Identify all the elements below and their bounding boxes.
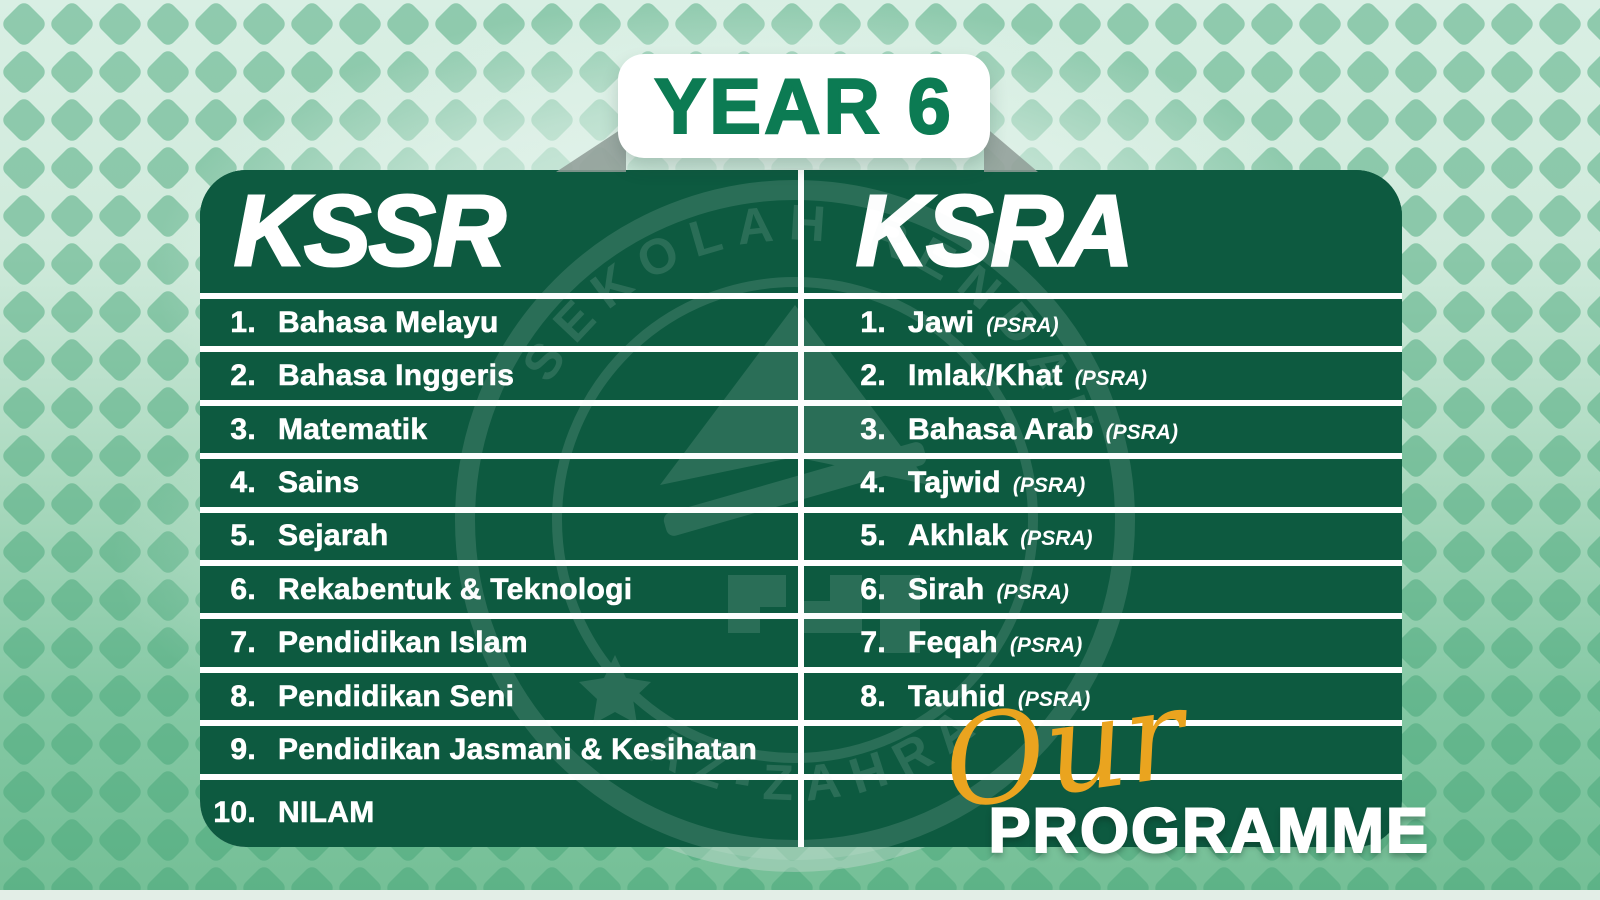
row-number: 3.	[230, 412, 256, 446]
row-label: Feqah	[908, 626, 998, 660]
table-row: 9. Pendidikan Jasmani & Kesihatan	[200, 726, 798, 774]
row-number: 5.	[860, 519, 886, 553]
kssr-rows: 1. Bahasa Melayu 2. Bahasa Inggeris 3. Matema…	[200, 293, 798, 847]
row-label: Bahasa Melayu	[278, 305, 499, 339]
table-row: 7. Feqah (PSRA)	[804, 619, 1402, 667]
year-badge-label: YEAR 6	[653, 61, 954, 151]
table-row: 1. Bahasa Melayu	[200, 299, 798, 347]
table-row: 7. Pendidikan Islam	[200, 619, 798, 667]
table-row: 8. Tauhid (PSRA)	[804, 672, 1402, 721]
row-number: 2.	[230, 359, 256, 393]
row-label: Imlak/Khat	[908, 359, 1063, 393]
row-number: 4.	[860, 465, 886, 500]
row-label: NILAM	[278, 796, 375, 830]
table-row: 3. Matematik	[200, 405, 798, 454]
column-divider	[798, 170, 804, 847]
row-number: 2.	[860, 359, 886, 393]
table-row: 5. Akhlak (PSRA)	[804, 512, 1402, 561]
ksra-rows: 1. Jawi (PSRA) 2. Imlak/Khat (PSRA) 3. Bahasa A…	[804, 293, 1402, 847]
row-number: 3.	[860, 412, 886, 446]
kssr-column: KSSR 1. Bahasa Melayu 2. Bahasa Inggeris 3. M…	[200, 170, 798, 847]
row-tag: (PSRA)	[1020, 527, 1093, 551]
year-badge: YEAR 6	[618, 54, 990, 158]
row-label: Bahasa Arab	[908, 412, 1094, 446]
table-row: 3. Bahasa Arab (PSRA)	[804, 405, 1402, 454]
row-tag: (PSRA)	[996, 580, 1069, 604]
kssr-header: KSSR	[200, 170, 798, 293]
row-number: 10.	[213, 796, 256, 830]
row-tag: (PSRA)	[1017, 687, 1091, 711]
table-row: 10. NILAM	[200, 779, 798, 847]
row-label: Tauhid	[908, 679, 1006, 713]
row-number: 1.	[230, 305, 256, 339]
row-label: Jawi	[908, 305, 975, 339]
table-row: 2. Bahasa Inggeris	[200, 352, 798, 400]
row-label: Tajwid	[908, 465, 1001, 500]
row-number: 5.	[230, 519, 256, 553]
row-label: Pendidikan Seni	[278, 679, 515, 713]
row-label: Sains	[278, 465, 360, 500]
curriculum-panel: KSSR 1. Bahasa Melayu 2. Bahasa Inggeris 3. M…	[200, 170, 1402, 847]
row-number: 8.	[230, 679, 256, 713]
row-tag: (PSRA)	[1012, 473, 1086, 497]
ksra-column: KSRA 1. Jawi (PSRA) 2. Imlak/Khat (PSRA) 3. Bah…	[804, 170, 1402, 847]
row-number: 6.	[860, 572, 886, 606]
row-number: 4.	[230, 465, 256, 500]
ksra-header: KSRA	[804, 170, 1402, 293]
row-label: Matematik	[278, 412, 428, 446]
table-row: 4. Sains	[200, 459, 798, 507]
row-label: Sejarah	[278, 519, 389, 553]
row-tag: (PSRA)	[1105, 420, 1178, 444]
bottom-edge-strip	[0, 890, 1600, 900]
table-row: 8. Pendidikan Seni	[200, 672, 798, 721]
row-tag: (PSRA)	[1009, 634, 1083, 658]
row-tag: (PSRA)	[1074, 367, 1148, 391]
row-label: Akhlak	[908, 519, 1009, 553]
table-row: 2. Imlak/Khat (PSRA)	[804, 352, 1402, 400]
row-number: 8.	[860, 679, 886, 713]
row-number: 7.	[860, 626, 886, 660]
table-row: 4. Tajwid (PSRA)	[804, 459, 1402, 507]
row-tag: (PSRA)	[986, 313, 1059, 337]
row-number: 1.	[860, 305, 886, 339]
table-row: 6. Rekabentuk & Teknologi	[200, 566, 798, 614]
table-row	[804, 779, 1402, 847]
row-label: Pendidikan Jasmani & Kesihatan	[278, 732, 758, 767]
programme-label: PROGRAMME	[988, 796, 1430, 866]
table-row: 5. Sejarah	[200, 512, 798, 561]
row-label: Sirah	[908, 572, 985, 606]
row-number: 6.	[230, 572, 256, 606]
row-label: Bahasa Inggeris	[278, 359, 515, 393]
row-number: 9.	[230, 732, 256, 767]
row-label: Pendidikan Islam	[278, 626, 528, 660]
table-row	[804, 726, 1402, 774]
row-label: Rekabentuk & Teknologi	[278, 572, 633, 606]
row-number: 7.	[230, 626, 256, 660]
table-row: 1. Jawi (PSRA)	[804, 299, 1402, 347]
table-row: 6. Sirah (PSRA)	[804, 566, 1402, 614]
